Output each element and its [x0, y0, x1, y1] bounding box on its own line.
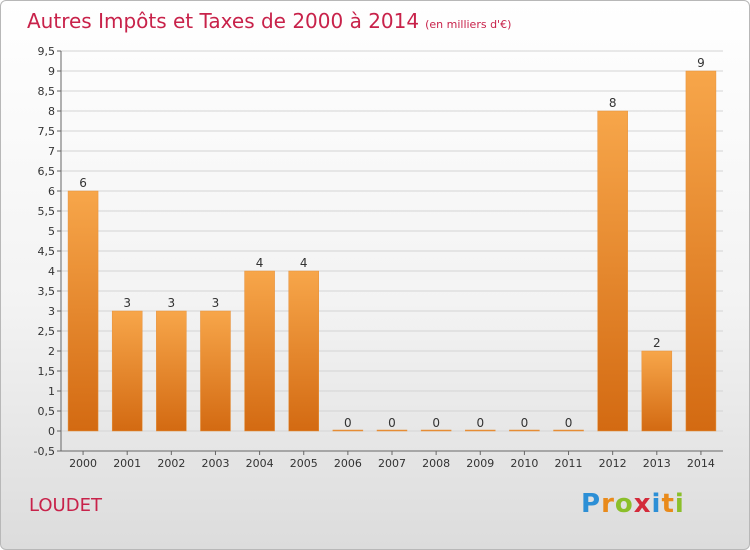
- bar-2007: [376, 429, 408, 432]
- y-tick-label: 6: [48, 185, 55, 198]
- y-tick-label: 2,5: [38, 325, 56, 338]
- x-tick-label: 2010: [510, 457, 538, 470]
- bar-2005: [288, 270, 319, 432]
- y-tick-label: 0: [48, 425, 55, 438]
- bar-2011: [553, 429, 584, 432]
- y-tick-label: 4: [48, 265, 55, 278]
- y-tick-label: 9: [48, 65, 55, 78]
- bar-2014: [685, 70, 717, 432]
- bar-2000: [67, 190, 99, 432]
- bar-2002: [156, 310, 187, 432]
- chart-subtitle: (en milliers d'€): [425, 18, 512, 31]
- bar-2010: [509, 429, 540, 432]
- y-tick-label: 1,5: [38, 365, 56, 378]
- bars: 6 3 3 3 4 4 0 0 0 0 0 0 8 2 9: [67, 56, 717, 432]
- bar-value-label: 0: [388, 416, 396, 430]
- x-tick-label: 2007: [378, 457, 406, 470]
- y-tick-label: 1: [48, 385, 55, 398]
- y-tick-label: 8: [48, 105, 55, 118]
- bar-value-label: 6: [79, 176, 87, 190]
- chart-title: Autres Impôts et Taxes de 2000 à 2014 (en…: [27, 9, 511, 33]
- bar-2008: [420, 429, 452, 432]
- x-tick-label: 2014: [687, 457, 715, 470]
- x-tick-label: 2004: [246, 457, 274, 470]
- x-tick-label: 2013: [643, 457, 671, 470]
- x-tick-label: 2008: [422, 457, 450, 470]
- bar-2013: [641, 350, 673, 432]
- x-tick-label: 2003: [201, 457, 229, 470]
- logo-letter: i: [674, 489, 685, 519]
- logo-letter: i: [651, 489, 662, 519]
- x-tick-label: 2006: [334, 457, 362, 470]
- bar-2004: [244, 270, 275, 432]
- x-tick-label: 2001: [113, 457, 141, 470]
- x-tick-label: 2011: [555, 457, 583, 470]
- y-tick-label: 5: [48, 225, 55, 238]
- x-tick-label: 2002: [157, 457, 185, 470]
- bar-2001: [111, 310, 143, 432]
- y-tick-label: 7,5: [38, 125, 56, 138]
- y-tick-label: 2: [48, 345, 55, 358]
- bar-value-label: 8: [609, 96, 617, 110]
- x-tick-label: 2005: [290, 457, 318, 470]
- y-tick-label: -0,5: [34, 445, 55, 458]
- bar-value-label: 0: [432, 416, 440, 430]
- x-axis: 2000 2001 2002 2003 2004 2005 2006 2007 2008 2009…: [61, 450, 723, 470]
- bar-2006: [332, 429, 364, 432]
- y-tick-label: 8,5: [38, 85, 56, 98]
- bar-value-label: 2: [653, 336, 661, 350]
- y-tick-label: 5,5: [38, 205, 56, 218]
- x-tick-label: 2000: [69, 457, 97, 470]
- x-tick-label: 2012: [599, 457, 627, 470]
- bar-value-label: 0: [476, 416, 484, 430]
- x-tick-label: 2009: [466, 457, 494, 470]
- y-tick-label: 6,5: [38, 165, 56, 178]
- bar-value-label: 3: [212, 296, 220, 310]
- bar-value-label: 0: [521, 416, 529, 430]
- place-name: LOUDET: [29, 495, 102, 516]
- logo-letter: P: [581, 489, 602, 519]
- bar-value-label: 4: [300, 256, 308, 270]
- y-tick-label: 7: [48, 145, 55, 158]
- logo-letter: t: [661, 489, 675, 519]
- logo-letter: o: [614, 489, 634, 519]
- proxiti-logo: Proxiti: [581, 489, 685, 519]
- y-tick-label: 4,5: [38, 245, 56, 258]
- bar-2009: [465, 429, 496, 432]
- bar-value-label: 9: [697, 56, 705, 70]
- bar-value-label: 3: [123, 296, 131, 310]
- y-axis: -0,5 0 0,5 1 1,5 2 2,5 3 3,5 4 4,5 5 5,5 6 6,5 7 7,5 8 8,5…: [34, 45, 62, 458]
- y-tick-label: 0,5: [38, 405, 56, 418]
- bar-value-label: 4: [256, 256, 264, 270]
- y-tick-label: 3: [48, 305, 55, 318]
- logo-letter: r: [601, 489, 615, 519]
- logo-letter: x: [633, 489, 652, 519]
- y-tick-label: 3,5: [38, 285, 56, 298]
- bar-2012: [597, 110, 628, 432]
- bar-value-label: 0: [344, 416, 352, 430]
- bar-value-label: 3: [168, 296, 176, 310]
- bar-value-label: 0: [565, 416, 573, 430]
- chart-title-text: Autres Impôts et Taxes de 2000 à 2014: [27, 9, 420, 33]
- bar-2003: [200, 310, 231, 432]
- y-tick-label: 9,5: [38, 45, 56, 58]
